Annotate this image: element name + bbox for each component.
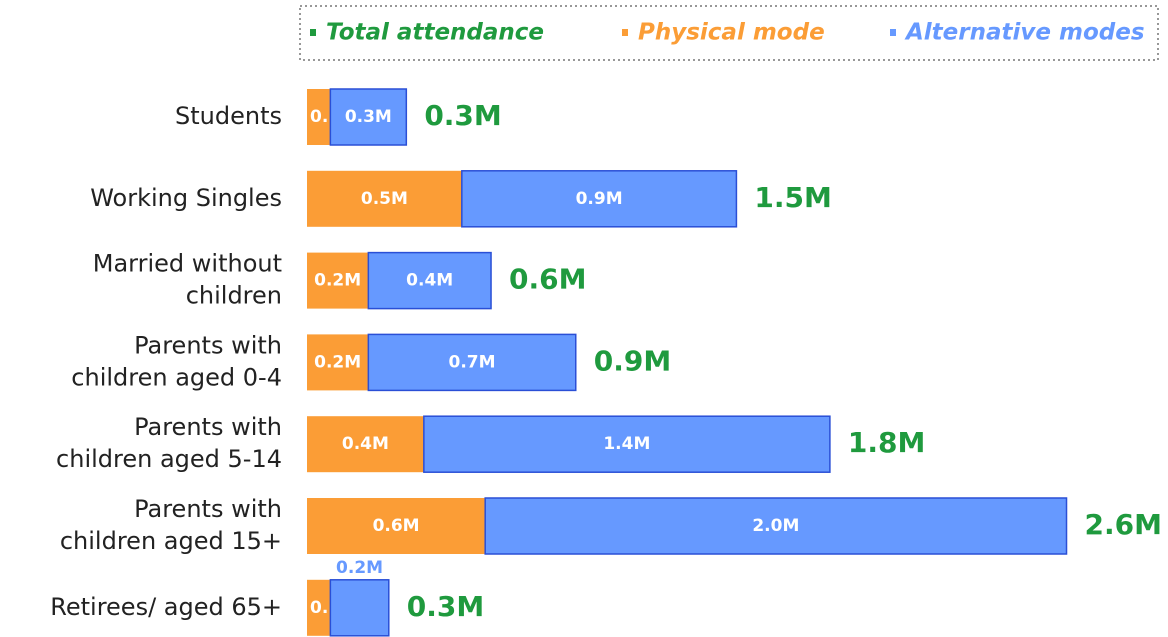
category-label: Parents with bbox=[134, 413, 282, 441]
total-label: 0.6M bbox=[509, 263, 586, 296]
segment-label: 0.2M bbox=[336, 558, 383, 578]
bar-segment bbox=[329, 88, 408, 146]
segment-label: 0.4M bbox=[406, 271, 453, 291]
category-label: Working Singles bbox=[90, 184, 282, 212]
segment-label: 0.3M bbox=[345, 107, 392, 127]
category-label: children aged 0-4 bbox=[71, 363, 282, 391]
segment-label: 0.4M bbox=[342, 434, 389, 454]
bar-segment bbox=[307, 252, 369, 309]
legend-box bbox=[299, 5, 1159, 61]
category-label: Parents with bbox=[134, 495, 282, 523]
bar-segment bbox=[329, 579, 390, 637]
segment-label: 0.6M bbox=[373, 516, 420, 536]
segment-label: 0.2M bbox=[314, 271, 361, 291]
segment-label: 0.5M bbox=[361, 189, 408, 209]
bar-segment bbox=[307, 170, 462, 227]
category-label: children aged 15+ bbox=[60, 527, 282, 555]
legend-swatch bbox=[310, 29, 316, 36]
segment-label: 1.4M bbox=[603, 434, 650, 454]
category-label: children bbox=[186, 282, 282, 310]
bar-segment bbox=[307, 89, 331, 145]
legend-label: Total attendance bbox=[326, 20, 544, 46]
bar-segment bbox=[367, 333, 577, 392]
total-label: 2.6M bbox=[1085, 508, 1162, 541]
bar-segment bbox=[423, 415, 831, 473]
bar-segment bbox=[307, 498, 486, 554]
total-label: 0.9M bbox=[594, 344, 671, 377]
legend-swatch bbox=[622, 29, 628, 36]
legend-label: Physical mode bbox=[638, 20, 825, 46]
bar-segment bbox=[461, 170, 738, 228]
bar-segment bbox=[307, 416, 424, 473]
segment-label: 0.9M bbox=[576, 189, 623, 209]
segment-label: 2.0M bbox=[752, 516, 799, 536]
legend-swatch bbox=[890, 29, 896, 36]
total-label: 1.5M bbox=[754, 181, 831, 214]
segment-label: 0.7M bbox=[449, 352, 496, 372]
bar-segment bbox=[367, 251, 492, 310]
category-label: Parents with bbox=[134, 331, 282, 359]
total-label: 1.8M bbox=[848, 426, 925, 459]
category-label: children aged 5-14 bbox=[56, 445, 282, 473]
bar-segment bbox=[484, 497, 1068, 555]
bar-segment bbox=[307, 334, 369, 391]
total-label: 0.3M bbox=[424, 99, 501, 132]
segment-label: 0.2M bbox=[314, 352, 361, 372]
category-label: Retirees/ aged 65+ bbox=[50, 593, 282, 621]
total-label: 0.3M bbox=[407, 590, 484, 623]
category-label: Students bbox=[175, 102, 282, 130]
bar-segment bbox=[307, 579, 331, 636]
legend-label: Alternative modes bbox=[904, 20, 1145, 46]
category-label: Married without bbox=[93, 250, 282, 278]
